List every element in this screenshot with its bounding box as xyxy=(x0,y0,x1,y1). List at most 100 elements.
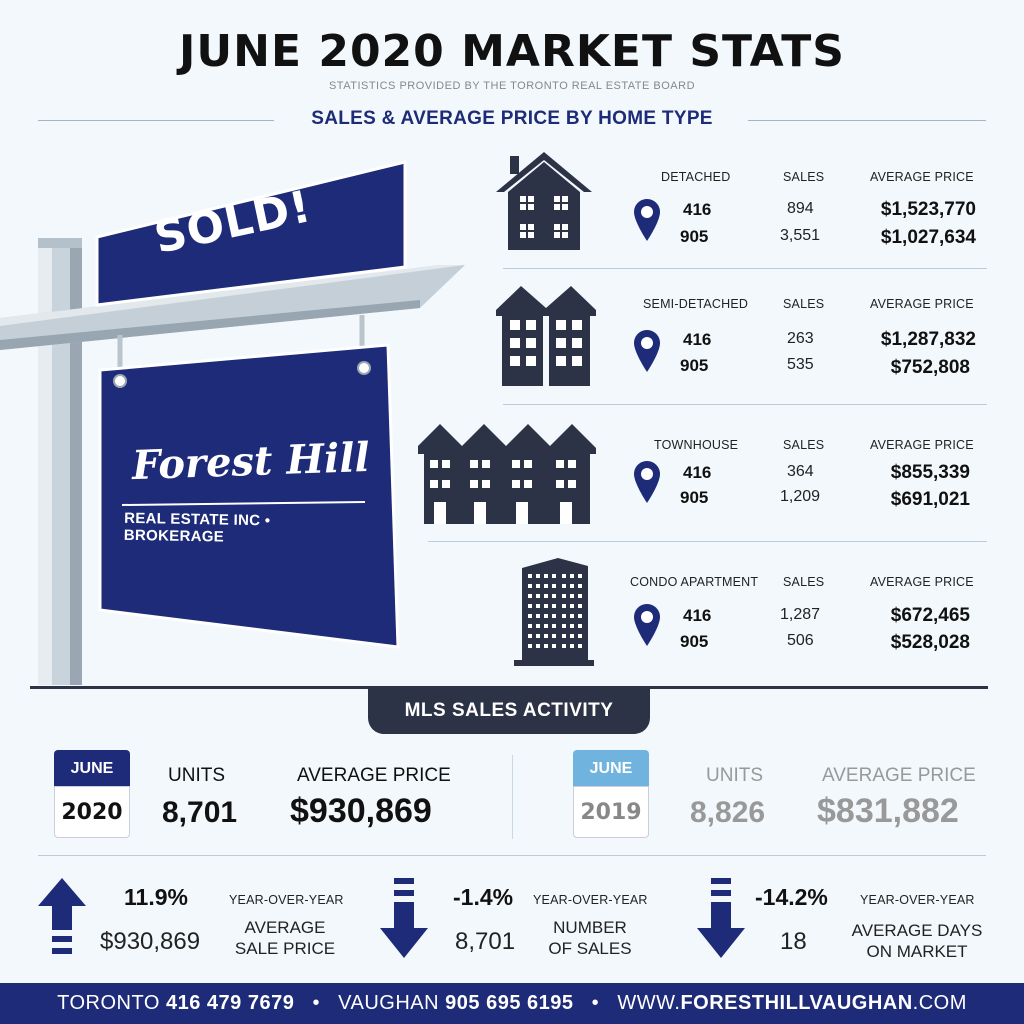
region-code: 905 xyxy=(680,227,709,246)
yoy-value: 18 xyxy=(780,928,807,955)
calendar-year: 2019 xyxy=(573,786,649,838)
townhouse-icon xyxy=(418,424,596,524)
region-code: 905 xyxy=(680,356,709,375)
arrow-down-icon xyxy=(697,878,745,958)
toronto-label: TORONTO xyxy=(57,992,160,1014)
average-price-label: AVERAGE PRICE xyxy=(297,765,451,786)
region-code: 416 xyxy=(683,606,712,625)
region-code: 905 xyxy=(680,488,709,507)
sales-column-header: SALES xyxy=(783,297,825,311)
units-value: 8,826 xyxy=(690,796,766,829)
section-rule-right xyxy=(748,120,986,121)
home-type-label: DETACHED xyxy=(661,170,731,184)
home-type-label: CONDO APARTMENT xyxy=(630,575,759,589)
units-value: 8,701 xyxy=(162,796,238,829)
arrow-down-icon xyxy=(380,878,428,958)
average-price-value: $831,882 xyxy=(817,792,959,830)
yoy-value: 8,701 xyxy=(455,928,516,955)
website-link[interactable]: WWW.FORESTHILLVAUGHAN.COM xyxy=(617,992,967,1014)
page-title: JUNE 2020 MARKET STATS xyxy=(179,26,845,77)
average-price-value: $528,028 xyxy=(890,632,970,653)
region-code: 905 xyxy=(680,632,709,651)
location-pin-icon xyxy=(634,199,660,241)
brand-subtitle: REAL ESTATE INC • BROKERAGE xyxy=(123,509,271,546)
vaughan-phone[interactable]: 905 695 6195 xyxy=(445,992,574,1014)
page-subtitle: STATISTICS PROVIDED BY THE TORONTO REAL … xyxy=(328,80,696,92)
location-pin-icon xyxy=(634,330,660,372)
sold-sign-illustration xyxy=(0,160,465,685)
average-price-value: $1,523,770 xyxy=(880,199,976,220)
yoy-description-line: ON MARKET xyxy=(866,942,968,961)
average-price-value: $930,869 xyxy=(290,792,432,830)
sold-rider xyxy=(95,160,407,307)
average-price-value: $752,808 xyxy=(890,357,970,378)
yoy-description-line: SALE PRICE xyxy=(234,939,336,958)
yoy-label: YEAR-OVER-YEAR xyxy=(533,893,648,907)
average-price-column-header: AVERAGE PRICE xyxy=(870,438,974,452)
calendar-month: JUNE xyxy=(54,750,130,786)
yoy-label: YEAR-OVER-YEAR xyxy=(229,893,344,907)
average-price-value: $1,287,832 xyxy=(880,329,976,350)
website-suffix: .COM xyxy=(912,992,967,1014)
sales-value: 364 xyxy=(787,463,814,480)
yoy-divider xyxy=(38,855,986,856)
yoy-description: AVERAGE DAYS ON MARKET xyxy=(842,920,992,962)
condo-building-icon xyxy=(514,558,594,666)
arrow-up-icon xyxy=(38,878,86,954)
yoy-percent: -14.2% xyxy=(755,884,828,910)
sales-value: 894 xyxy=(787,200,814,217)
yoy-description-line: AVERAGE xyxy=(244,918,326,937)
mls-vertical-divider xyxy=(512,755,513,839)
mls-divider-bar xyxy=(30,686,988,689)
sales-column-header: SALES xyxy=(783,170,825,184)
calendar-2020-icon: JUNE 2020 xyxy=(54,750,130,838)
average-price-value: $691,021 xyxy=(890,489,970,510)
yoy-percent: 11.9% xyxy=(124,884,188,910)
house-icon xyxy=(496,152,592,250)
sales-value: 1,287 xyxy=(780,606,821,623)
average-price-value: $1,027,634 xyxy=(880,227,976,248)
sales-column-header: SALES xyxy=(783,438,825,452)
units-label: UNITS xyxy=(706,765,763,786)
row-divider xyxy=(503,268,987,269)
home-type-label: TOWNHOUSE xyxy=(654,438,739,452)
location-pin-icon xyxy=(634,461,660,503)
website-prefix: WWW. xyxy=(617,992,681,1014)
region-code: 416 xyxy=(683,330,712,349)
calendar-year: 2020 xyxy=(54,786,130,838)
brand-name: Forest Hill xyxy=(131,433,371,490)
semi-detached-icon xyxy=(496,286,596,386)
website-domain: FORESTHILLVAUGHAN xyxy=(680,992,913,1014)
calendar-month: JUNE xyxy=(573,750,649,786)
yoy-label: YEAR-OVER-YEAR xyxy=(860,893,975,907)
section-rule-left xyxy=(38,120,274,121)
average-price-label: AVERAGE PRICE xyxy=(822,765,976,786)
row-divider xyxy=(503,404,987,405)
sales-value: 1,209 xyxy=(780,488,821,505)
footer-separator: • xyxy=(591,992,600,1014)
region-code: 416 xyxy=(683,463,712,482)
section-title: SALES & AVERAGE PRICE BY HOME TYPE xyxy=(311,108,713,129)
units-label: UNITS xyxy=(168,765,225,786)
row-divider xyxy=(428,541,987,542)
footer-separator: • xyxy=(312,992,320,1014)
average-price-column-header: AVERAGE PRICE xyxy=(870,297,974,311)
yoy-description-line: AVERAGE DAYS xyxy=(851,921,983,940)
home-type-label: SEMI-DETACHED xyxy=(643,297,749,311)
footer-contact-bar: TORONTO 416 479 7679 • VAUGHAN 905 695 6… xyxy=(0,983,1024,1024)
sales-value: 263 xyxy=(787,330,814,347)
yoy-value: $930,869 xyxy=(100,928,201,955)
toronto-phone[interactable]: 416 479 7679 xyxy=(165,992,295,1014)
yoy-description: AVERAGE SALE PRICE xyxy=(230,917,340,959)
vaughan-label: VAUGHAN xyxy=(338,992,440,1014)
average-price-value: $855,339 xyxy=(890,462,970,483)
yoy-percent: -1.4% xyxy=(453,884,514,910)
sales-value: 506 xyxy=(787,632,814,649)
yoy-description: NUMBER OF SALES xyxy=(540,917,640,959)
sales-value: 535 xyxy=(787,356,814,373)
average-price-column-header: AVERAGE PRICE xyxy=(870,170,974,184)
sales-value: 3,551 xyxy=(780,227,821,244)
region-code: 416 xyxy=(683,200,712,219)
yoy-description-line: OF SALES xyxy=(548,939,632,958)
mls-section-tab: MLS SALES ACTIVITY xyxy=(368,688,650,734)
